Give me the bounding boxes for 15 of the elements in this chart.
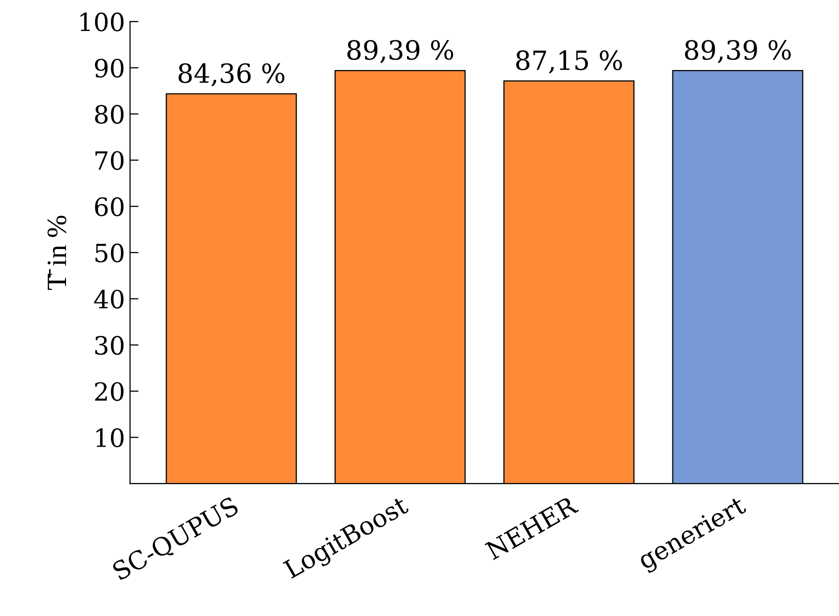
y-tick-label: 10 (96, 428, 124, 448)
data-label: 89,39 % (347, 40, 454, 64)
y-tick-label: 70 (95, 151, 124, 170)
y-tick-label: 50 (95, 244, 124, 262)
y-tick-label: 20 (95, 382, 124, 402)
y-axis-title: T̄ in % (48, 216, 66, 290)
data-label: 87,15 % (516, 50, 622, 74)
y-tick-label: 90 (94, 58, 124, 78)
y-tick-label: 60 (95, 197, 124, 216)
data-label: 89,39 % (684, 40, 791, 64)
y-tick-label: 100 (80, 12, 124, 32)
y-tick-label: 80 (95, 104, 124, 124)
y-tick-label: 40 (94, 290, 124, 309)
y-tick-label: 30 (95, 336, 124, 355)
data-label: 84,36 % (178, 63, 284, 86)
